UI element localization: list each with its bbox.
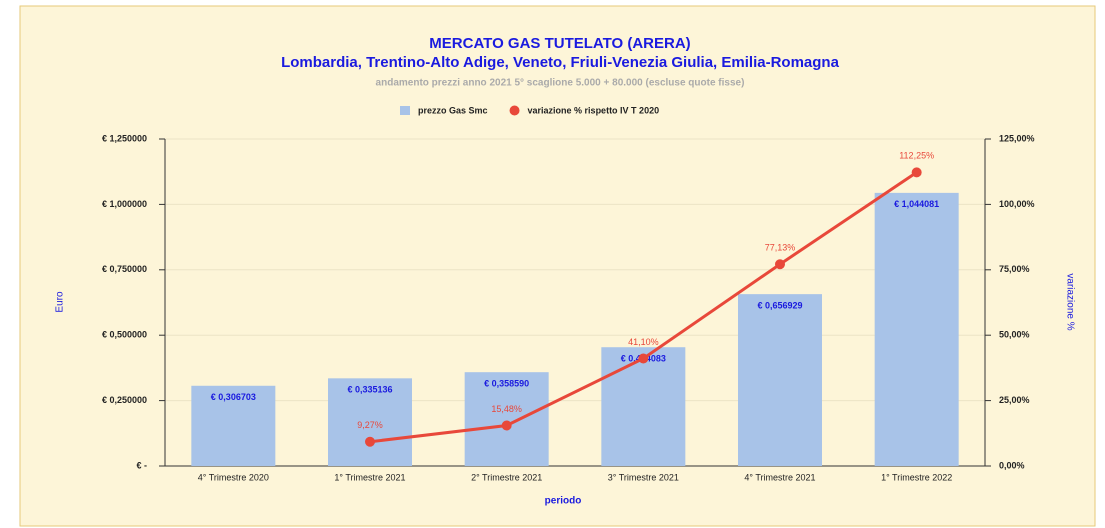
legend-label: variazione % rispetto IV T 2020 [528,105,660,115]
point-label: 9,27% [357,420,383,430]
y2-tick-label: 50,00% [999,330,1030,340]
y-tick-label: € 0,500000 [102,330,147,340]
bar [738,294,822,466]
y2-tick-label: 75,00% [999,264,1030,274]
point-label: 112,25% [899,151,934,161]
y2-tick-label: 0,00% [999,460,1025,470]
bar-label: € 0,656929 [757,301,802,311]
point-label: 15,48% [491,404,522,414]
x-tick-label: 1° Trimestre 2021 [334,472,405,482]
y-tick-label: € 1,250000 [102,133,147,143]
x-tick-label: 2° Trimestre 2021 [471,472,542,482]
bar-label: € 0,358590 [484,379,529,389]
y-tick-label: € - [136,460,147,470]
bar-label: € 0,306703 [211,392,256,402]
bar-label: € 1,044081 [894,199,939,209]
point-label: 41,10% [628,337,659,347]
legend-label: prezzo Gas Smc [418,105,488,115]
point-label: 77,13% [765,243,796,253]
bar [191,385,276,466]
bar [328,378,412,466]
y2-tick-label: 100,00% [999,199,1035,209]
line-point [501,420,512,431]
x-tick-label: 4° Trimestre 2021 [744,472,815,482]
chart-subtitle: Lombardia, Trentino-Alto Adige, Veneto, … [281,54,840,71]
y-tick-label: € 0,250000 [102,395,147,405]
bar-label: € 0,335136 [347,385,392,395]
bar [874,192,959,466]
legend-swatch [509,105,520,116]
chart-title: MERCATO GAS TUTELATO (ARERA) [429,35,690,52]
line-point [911,167,922,178]
legend-swatch [400,106,410,115]
x-axis-label: periodo [545,496,582,507]
line-point [638,353,649,364]
y2-axis-label: variazione % [1064,273,1075,330]
y-tick-label: € 1,000000 [102,199,147,209]
y2-tick-label: 125,00% [999,133,1035,143]
chart-note: andamento prezzi anno 2021 5° scaglione … [376,78,745,89]
bar [601,347,686,466]
x-tick-label: 4° Trimestre 2020 [198,472,269,482]
bar [464,372,549,466]
x-tick-label: 1° Trimestre 2022 [881,472,952,482]
y2-tick-label: 25,00% [999,395,1030,405]
y-axis-label: Euro [55,291,66,313]
line-point [365,436,375,447]
y-tick-label: € 0,750000 [102,264,147,274]
x-tick-label: 3° Trimestre 2021 [608,472,679,482]
line-point [775,259,785,270]
